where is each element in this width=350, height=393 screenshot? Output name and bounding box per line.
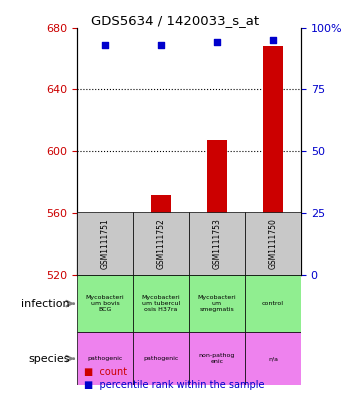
Text: pathogenic: pathogenic	[87, 356, 123, 361]
Bar	[189, 332, 245, 385]
Text: Mycobacteri
um bovis
BCG: Mycobacteri um bovis BCG	[86, 295, 124, 312]
Bar	[245, 332, 301, 385]
Text: GSM1111753: GSM1111753	[212, 218, 222, 269]
Bar	[77, 275, 133, 332]
Bar	[189, 275, 245, 332]
Bar	[77, 212, 133, 275]
Bar	[77, 332, 133, 385]
Text: ■  count: ■ count	[84, 367, 127, 377]
Point	[158, 42, 164, 48]
Text: species: species	[28, 354, 70, 364]
Text: Mycobacteri
um
smegmatis: Mycobacteri um smegmatis	[198, 295, 236, 312]
Point	[102, 42, 108, 48]
Text: GDS5634 / 1420033_s_at: GDS5634 / 1420033_s_at	[91, 14, 259, 27]
Text: ■  percentile rank within the sample: ■ percentile rank within the sample	[84, 380, 265, 390]
Text: n/a: n/a	[268, 356, 278, 361]
Text: GSM1111752: GSM1111752	[156, 218, 166, 269]
Bar	[207, 140, 227, 275]
Bar	[133, 332, 189, 385]
Text: non-pathog
enic: non-pathog enic	[199, 353, 235, 364]
Bar	[133, 212, 189, 275]
Bar	[189, 212, 245, 275]
Text: control: control	[262, 301, 284, 306]
Bar	[245, 275, 301, 332]
Bar	[133, 275, 189, 332]
Bar	[245, 212, 301, 275]
Bar	[263, 46, 283, 275]
Text: infection: infection	[21, 299, 70, 309]
Text: GSM1111751: GSM1111751	[100, 218, 110, 269]
Bar	[151, 195, 171, 275]
Text: pathogenic: pathogenic	[143, 356, 179, 361]
Text: Mycobacteri
um tubercul
osis H37ra: Mycobacteri um tubercul osis H37ra	[142, 295, 180, 312]
Point	[214, 39, 220, 46]
Text: GSM1111750: GSM1111750	[268, 218, 278, 269]
Point	[270, 37, 276, 43]
Bar	[95, 222, 115, 275]
